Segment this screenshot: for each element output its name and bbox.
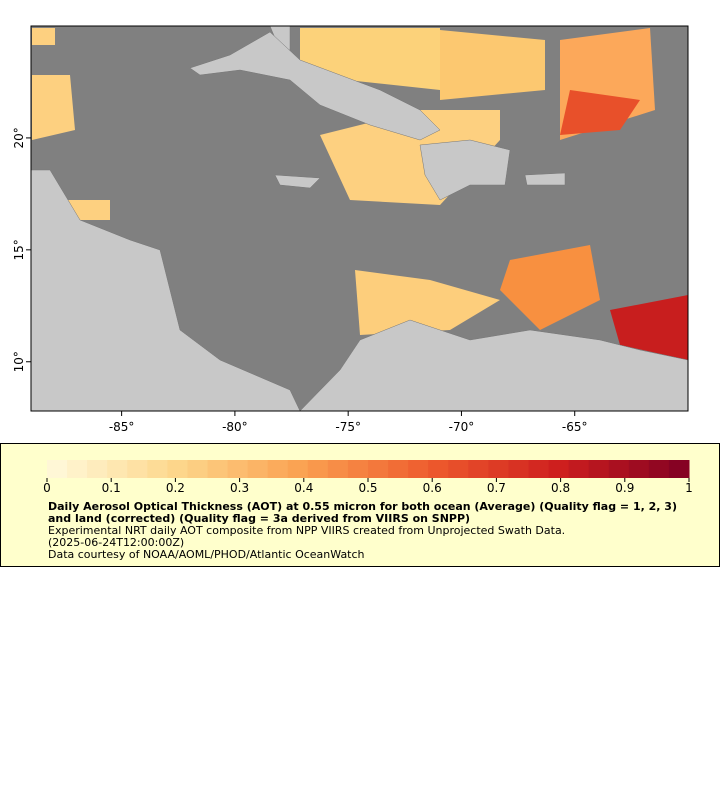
y-tick-label: 10° xyxy=(12,351,26,372)
land xyxy=(30,25,689,412)
colorbar-tick-label: 0 xyxy=(43,481,51,495)
colorbar-step xyxy=(568,460,590,478)
colorbar-step xyxy=(508,460,529,478)
colorbar-step xyxy=(347,460,369,478)
y-tick-label: 15° xyxy=(12,239,26,260)
x-tick-label: -80° xyxy=(222,420,248,434)
colorbar-tick-label: 0.8 xyxy=(551,481,570,495)
colorbar-tick-label: 0.6 xyxy=(423,481,442,495)
colorbar-step xyxy=(247,460,269,478)
colorbar-step xyxy=(267,460,289,478)
y-tick-label: 20° xyxy=(12,127,26,148)
colorbar-step xyxy=(187,460,208,478)
colorbar-step xyxy=(307,460,329,478)
colorbar-tick-label: 0.7 xyxy=(487,481,506,495)
colorbar-step xyxy=(408,460,429,478)
colorbar-step xyxy=(608,460,630,478)
caption-line: Experimental NRT daily AOT composite fro… xyxy=(48,524,566,537)
x-tick-label: -75° xyxy=(335,420,361,434)
colorbar-step xyxy=(648,460,670,478)
colorbar-tick-label: 1 xyxy=(685,481,693,495)
colorbar-tick-label: 0.2 xyxy=(166,481,185,495)
colorbar-step xyxy=(327,460,349,478)
colorbar-tick-label: 0.3 xyxy=(230,481,249,495)
colorbar-step xyxy=(67,460,88,478)
colorbar-step xyxy=(488,460,509,478)
colorbar-step xyxy=(628,460,650,478)
colorbar-step xyxy=(167,460,188,478)
colorbar-step xyxy=(668,460,690,478)
colorbar-step xyxy=(227,460,249,478)
colorbar-step xyxy=(127,460,148,478)
colorbar-step xyxy=(47,460,68,478)
caption-line: Data courtesy of NOAA/AOML/PHOD/Atlantic… xyxy=(48,548,365,561)
x-tick-label: -85° xyxy=(109,420,135,434)
x-tick-label: -65° xyxy=(562,420,588,434)
caption-title: Daily Aerosol Optical Thickness (AOT) at… xyxy=(48,500,677,525)
colorbar-step xyxy=(468,460,489,478)
colorbar-step xyxy=(388,460,409,478)
caption: Daily Aerosol Optical Thickness (AOT) at… xyxy=(48,501,688,561)
colorbar-step xyxy=(87,460,108,478)
colorbar-step xyxy=(207,460,229,478)
colorbar-step xyxy=(588,460,610,478)
colorbar-step xyxy=(448,460,469,478)
colorbar-step xyxy=(528,460,550,478)
colorbar-step xyxy=(428,460,449,478)
colorbar-tick-label: 0.5 xyxy=(358,481,377,495)
map-frame xyxy=(30,25,689,412)
colorbar-step xyxy=(147,460,168,478)
colorbar-tick-label: 0.9 xyxy=(615,481,634,495)
caption-line: (2025-06-24T12:00:00Z) xyxy=(48,536,185,549)
colorbar-step xyxy=(368,460,389,478)
colorbar-tick-label: 0.4 xyxy=(294,481,313,495)
colorbar-step xyxy=(107,460,128,478)
colorbar-step xyxy=(548,460,570,478)
colorbar-tick-label: 0.1 xyxy=(102,481,121,495)
x-tick-label: -70° xyxy=(449,420,475,434)
colorbar-step xyxy=(287,460,309,478)
